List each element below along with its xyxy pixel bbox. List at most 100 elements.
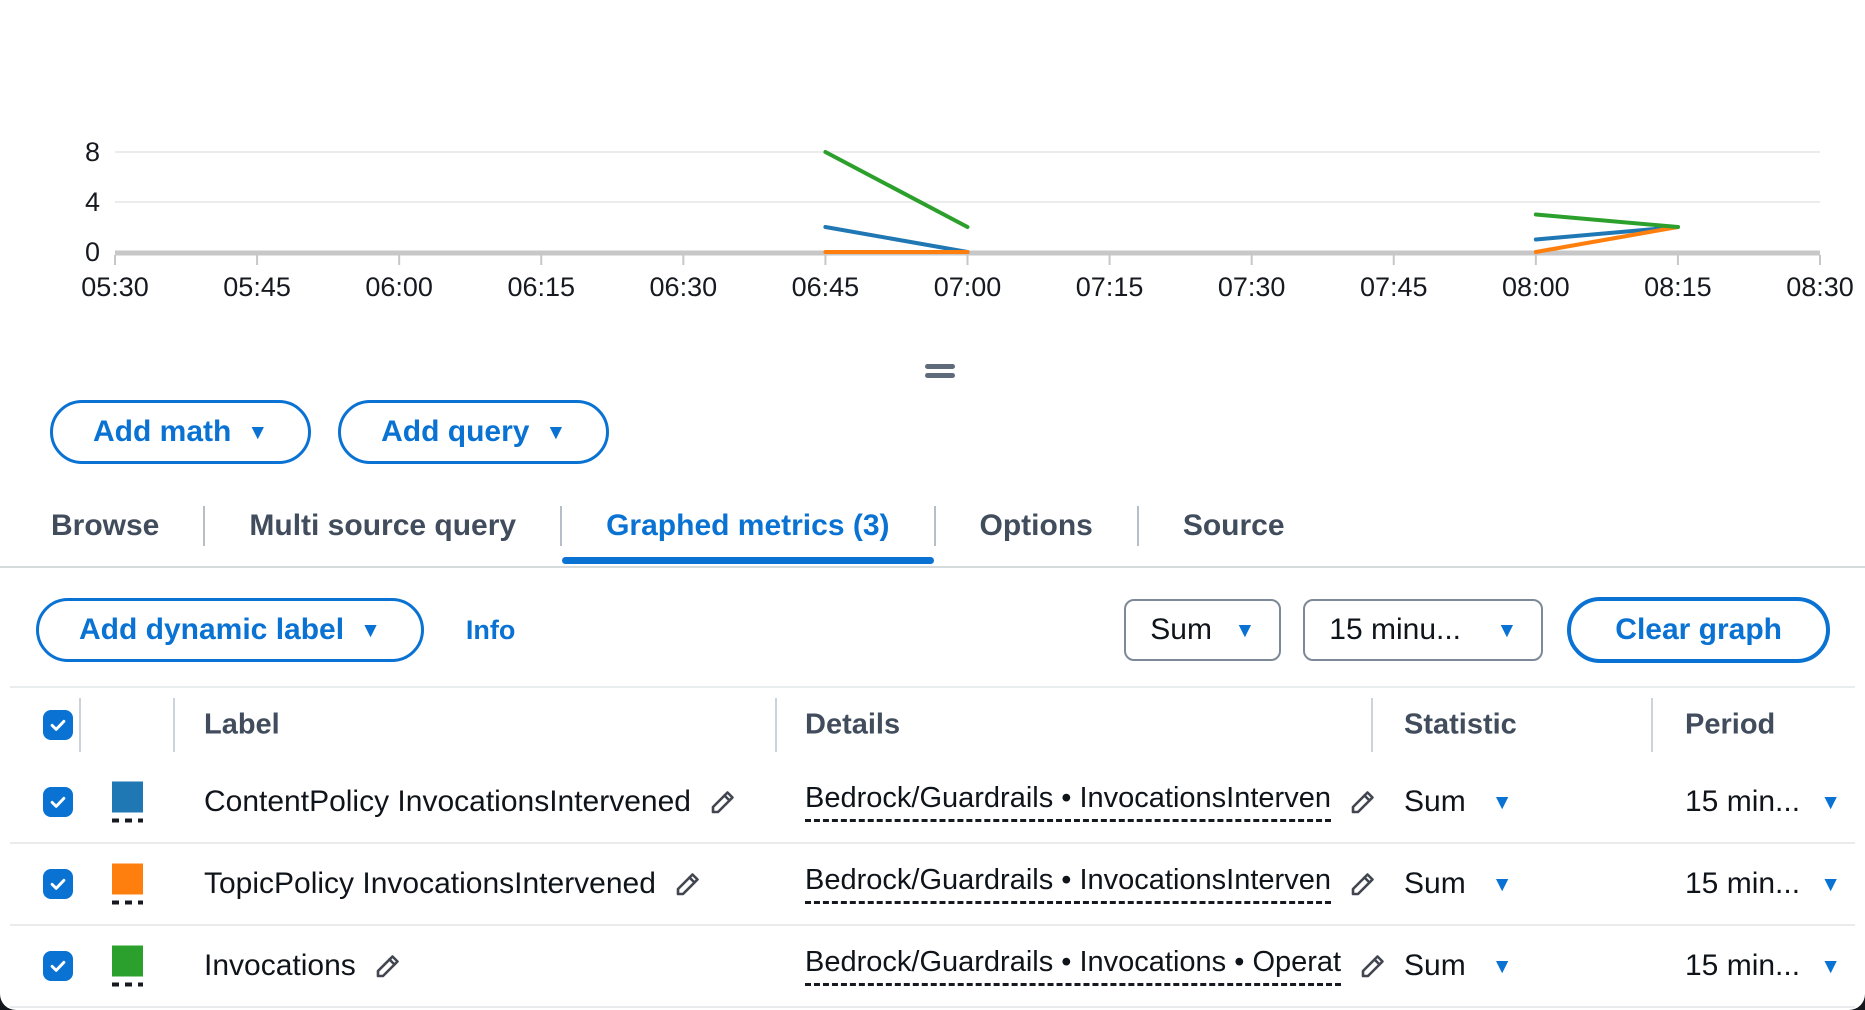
chevron-down-icon: ▼ [360,618,381,642]
svg-text:05:30: 05:30 [81,272,149,302]
svg-text:05:45: 05:45 [223,272,291,302]
table-row: TopicPolicy InvocationsIntervened Bedroc… [10,844,1855,926]
edit-label-icon[interactable] [707,786,739,818]
info-link[interactable]: Info [465,614,516,645]
chevron-down-icon: ▼ [1820,790,1841,814]
swatch-square [112,863,143,895]
metric-label: TopicPolicy InvocationsIntervened [204,867,656,900]
clear-graph-button[interactable]: Clear graph [1567,597,1830,663]
label-cell: Invocations [204,949,404,983]
metrics-chart: 0 4 8 05:30 05:45 06:00 06:15 06:30 06:45 07:00 07… [81,137,1854,302]
resize-handle-bar [925,373,955,378]
tab-graphed-metrics-3[interactable]: Graphed metrics (3) [562,486,934,566]
svg-text:06:30: 06:30 [650,272,718,302]
period-dropdown-value: 15 minu... [1329,613,1462,646]
row-checkbox[interactable] [43,787,73,817]
table-header: Label Details Statistic Period [10,686,1855,764]
chevron-down-icon: ▼ [247,420,269,444]
svg-text:06:00: 06:00 [365,272,433,302]
svg-text:0: 0 [85,237,100,267]
swatch-line-style [112,982,143,987]
metric-label: ContentPolicy InvocationsIntervened [204,785,691,818]
row-checkbox[interactable] [43,951,73,981]
header-period: Period [1685,708,1776,741]
swatch-line-style [112,900,143,905]
chevron-down-icon: ▼ [545,420,567,444]
header-details: Details [805,708,901,741]
metric-details[interactable]: Bedrock/Guardrails • InvocationsInterven [805,782,1331,822]
details-cell: Bedrock/Guardrails • InvocationsInterven [805,782,1379,822]
details-cell: Bedrock/Guardrails • Invocations • Opera… [805,946,1389,986]
row-statistic-dropdown[interactable]: Sum ▼ [1404,785,1512,819]
add-query-label: Add query [381,415,530,448]
svg-text:08:30: 08:30 [1786,272,1854,302]
add-math-label: Add math [93,415,232,448]
svg-text:08:00: 08:00 [1502,272,1570,302]
metric-label: Invocations [204,949,356,982]
chevron-down-icon: ▼ [1234,618,1256,642]
chart-resize-handle[interactable] [925,364,955,378]
period-dropdown[interactable]: 15 minu... ▼ [1303,599,1544,661]
resize-handle-bar [925,364,955,369]
statistic-dropdown-value: Sum [1150,613,1212,646]
svg-text:4: 4 [85,187,100,217]
table-row: Invocations Bedrock/Guardrails • Invocat… [10,926,1855,1008]
tab-source[interactable]: Source [1182,509,1285,542]
tab-separator [1136,506,1139,546]
row-checkbox[interactable] [43,869,73,899]
tab-multi-source-query[interactable]: Multi source query [249,509,517,542]
chevron-down-icon: ▼ [1820,954,1841,978]
tab-bar: Browse Multi source query Graphed metrics … [0,486,1865,566]
edit-details-icon[interactable] [1347,786,1379,818]
column-divider [173,698,175,752]
query-actions: Add math ▼ Add query ▼ [50,400,610,464]
row-period-value: 15 min... [1685,785,1801,818]
tab-bar-divider [0,566,1865,568]
svg-text:07:30: 07:30 [1218,272,1286,302]
chevron-down-icon: ▼ [1820,872,1841,896]
row-period-dropdown[interactable]: 15 min... ▼ [1685,949,1841,983]
tab-separator [560,506,563,546]
row-statistic-value: Sum [1404,949,1466,982]
row-statistic-value: Sum [1404,867,1466,900]
clear-graph-label: Clear graph [1615,613,1782,646]
column-divider [1651,698,1653,752]
chart-card [12,0,1853,318]
svg-text:06:15: 06:15 [507,272,575,302]
metric-color-swatch [112,863,143,905]
header-statistic: Statistic [1404,708,1517,741]
chevron-down-icon: ▼ [1491,954,1513,978]
tab-options[interactable]: Options [979,509,1093,542]
add-query-button[interactable]: Add query ▼ [338,400,610,464]
header-label: Label [204,708,280,741]
chevron-down-icon: ▼ [1491,872,1513,896]
row-period-value: 15 min... [1685,949,1801,982]
label-cell: TopicPolicy InvocationsIntervened [204,867,704,901]
swatch-square [112,945,143,977]
metric-details[interactable]: Bedrock/Guardrails • InvocationsInterven [805,864,1331,904]
row-statistic-dropdown[interactable]: Sum ▼ [1404,949,1512,983]
edit-details-icon[interactable] [1347,868,1379,900]
row-statistic-dropdown[interactable]: Sum ▼ [1404,867,1512,901]
swatch-square [112,781,143,813]
edit-details-icon[interactable] [1357,950,1389,982]
edit-label-icon[interactable] [672,868,704,900]
table-row: ContentPolicy InvocationsIntervened Bedr… [10,762,1855,844]
column-divider [1371,698,1373,752]
check-icon [50,719,66,731]
chevron-down-icon: ▼ [1496,618,1518,642]
tab-separator [933,506,936,546]
swatch-line-style [112,818,143,823]
select-all-checkbox[interactable] [43,710,73,740]
graphed-metrics-toolbar: Add dynamic label ▼ Info Sum ▼ 15 minu..… [36,597,1830,663]
row-period-dropdown[interactable]: 15 min... ▼ [1685,867,1841,901]
edit-label-icon[interactable] [372,950,404,982]
row-period-dropdown[interactable]: 15 min... ▼ [1685,785,1841,819]
check-icon [50,878,66,890]
metric-details[interactable]: Bedrock/Guardrails • Invocations • Opera… [805,946,1342,986]
statistic-dropdown[interactable]: Sum ▼ [1124,599,1282,661]
metrics-table-body: ContentPolicy InvocationsIntervened Bedr… [10,762,1855,1008]
add-dynamic-label-button[interactable]: Add dynamic label ▼ [36,598,424,662]
add-math-button[interactable]: Add math ▼ [50,400,312,464]
tab-browse[interactable]: Browse [51,509,160,542]
